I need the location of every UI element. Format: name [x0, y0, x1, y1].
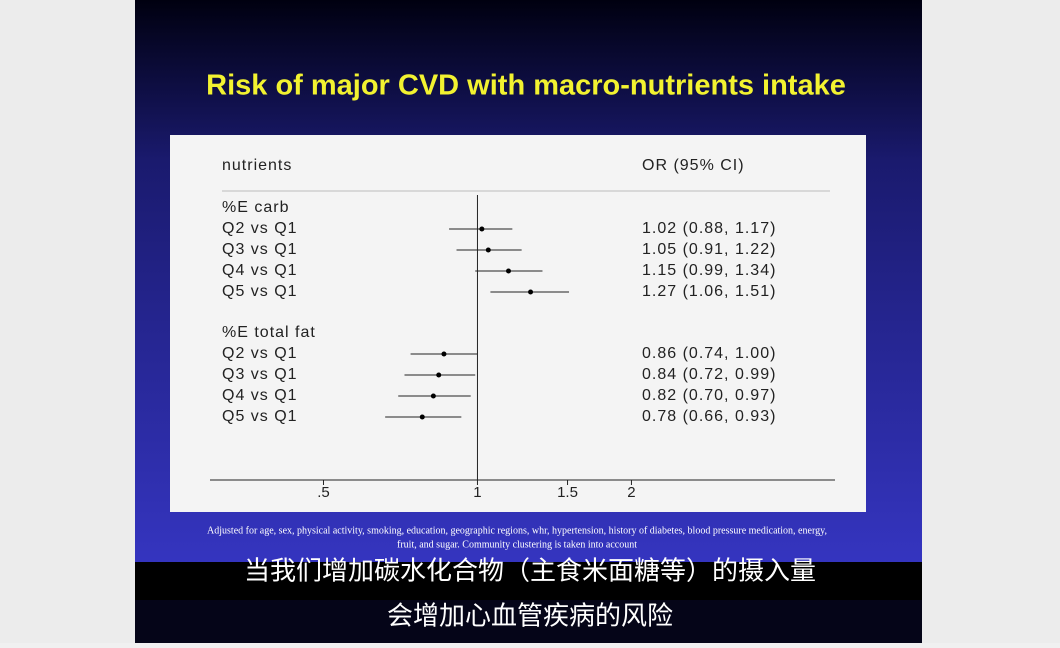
- row-label: Q4 vs Q1: [222, 262, 298, 279]
- label-header: nutrients: [222, 157, 292, 174]
- subtitle-band: [135, 562, 922, 600]
- value-label: 1.15 (0.99, 1.34): [642, 262, 776, 279]
- value-label: 1.05 (0.91, 1.22): [642, 241, 776, 258]
- point-estimate: [506, 268, 512, 274]
- point-estimate: [528, 289, 534, 295]
- subtitle-band: [135, 600, 922, 643]
- subtitle: 会增加心血管疾病的风险: [387, 602, 673, 632]
- point-estimate: [479, 226, 485, 232]
- point-estimate: [419, 414, 425, 420]
- row-label: Q2 vs Q1: [222, 345, 298, 362]
- point-estimate: [430, 393, 436, 399]
- plot-panel: [170, 135, 866, 512]
- value-label: 0.84 (0.72, 0.99): [642, 366, 776, 383]
- value-label: 0.86 (0.74, 1.00): [642, 345, 776, 362]
- row-label: Q5 vs Q1: [222, 283, 298, 300]
- footnote: fruit, and sugar. Community clustering i…: [397, 539, 637, 550]
- subtitle: 当我们增加碳水化合物（主食米面糖等）的摄入量: [244, 557, 816, 587]
- slide-title: Risk of major CVD with macro-nutrients i…: [206, 70, 846, 102]
- x-tick-label: .5: [317, 484, 330, 501]
- point-estimate: [485, 247, 491, 253]
- row-label: Q3 vs Q1: [222, 366, 298, 383]
- x-tick-label: 1: [473, 484, 481, 501]
- value-label: 1.02 (0.88, 1.17): [642, 220, 776, 237]
- value-header: OR (95% CI): [642, 157, 745, 174]
- value-label: 0.78 (0.66, 0.93): [642, 408, 776, 425]
- row-label: Q4 vs Q1: [222, 387, 298, 404]
- value-label: 1.27 (1.06, 1.51): [642, 283, 776, 300]
- row-label: Q5 vs Q1: [222, 408, 298, 425]
- group-label: %E total fat: [222, 324, 316, 341]
- right-margin: [922, 0, 1060, 643]
- x-tick-label: 2: [627, 484, 635, 501]
- row-label: Q3 vs Q1: [222, 241, 298, 258]
- footnote: Adjusted for age, sex, physical activity…: [207, 525, 827, 536]
- point-estimate: [441, 351, 447, 357]
- group-label: %E carb: [222, 199, 289, 216]
- left-margin: [0, 0, 135, 643]
- row-label: Q2 vs Q1: [222, 220, 298, 237]
- x-tick-label: 1.5: [557, 484, 578, 501]
- point-estimate: [436, 372, 442, 378]
- value-label: 0.82 (0.70, 0.97): [642, 387, 776, 404]
